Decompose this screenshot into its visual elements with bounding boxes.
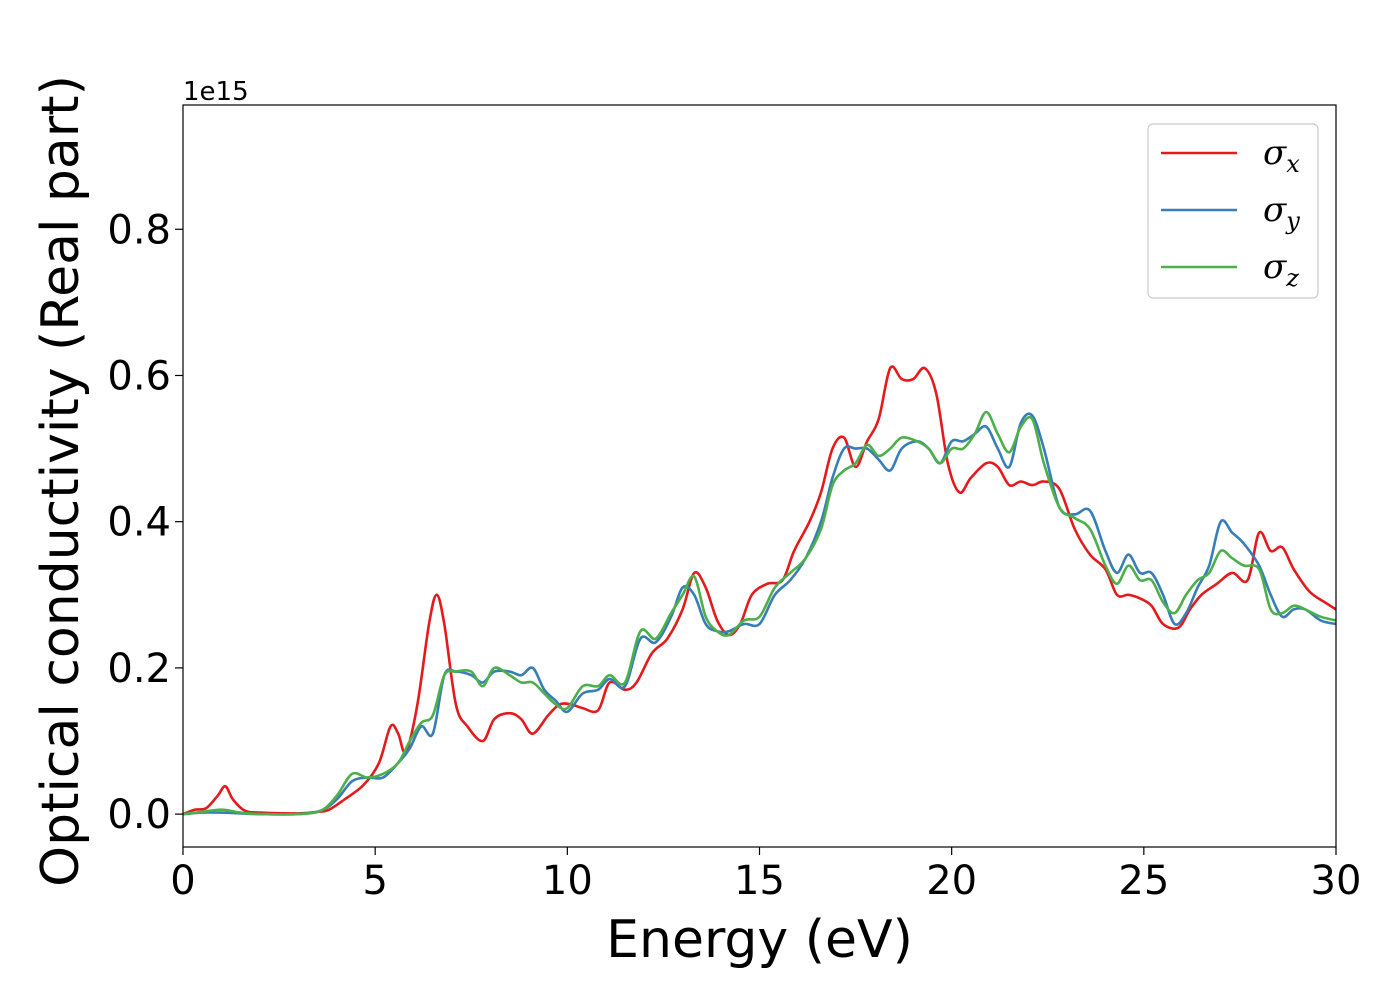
x-axis: 0 5 10 15 20 25 30 [170,847,1361,904]
x-tick-label: 5 [362,858,387,904]
x-tick-label: 15 [734,858,785,904]
plot-series-layer [183,365,1336,816]
y-tick-label: 0.6 [107,353,171,399]
y-tick-label: 0.0 [107,792,171,838]
y-offset-label: 1e15 [183,77,249,107]
y-axis-title: Optical conductivity (Real part) [31,75,91,887]
y-axis: 0.0 0.2 0.4 0.6 0.8 [107,207,183,838]
y-tick-label: 0.8 [107,207,171,253]
legend: σx σy σz [1147,123,1319,299]
x-tick-label: 20 [926,858,977,904]
legend-label-y: σy [1263,190,1300,235]
series-line-z [183,410,1336,816]
legend-label-x: σx [1263,133,1300,178]
x-tick-label: 30 [1311,858,1362,904]
x-tick-label: 25 [1118,858,1169,904]
x-axis-title: Energy (eV) [606,910,913,970]
y-tick-label: 0.2 [107,646,171,692]
x-tick-label: 10 [542,858,593,904]
legend-label-z: σz [1263,247,1299,292]
x-tick-label: 0 [170,858,195,904]
series-line-y [183,412,1336,816]
y-tick-label: 0.4 [107,500,171,546]
series-line-x [183,365,1336,816]
